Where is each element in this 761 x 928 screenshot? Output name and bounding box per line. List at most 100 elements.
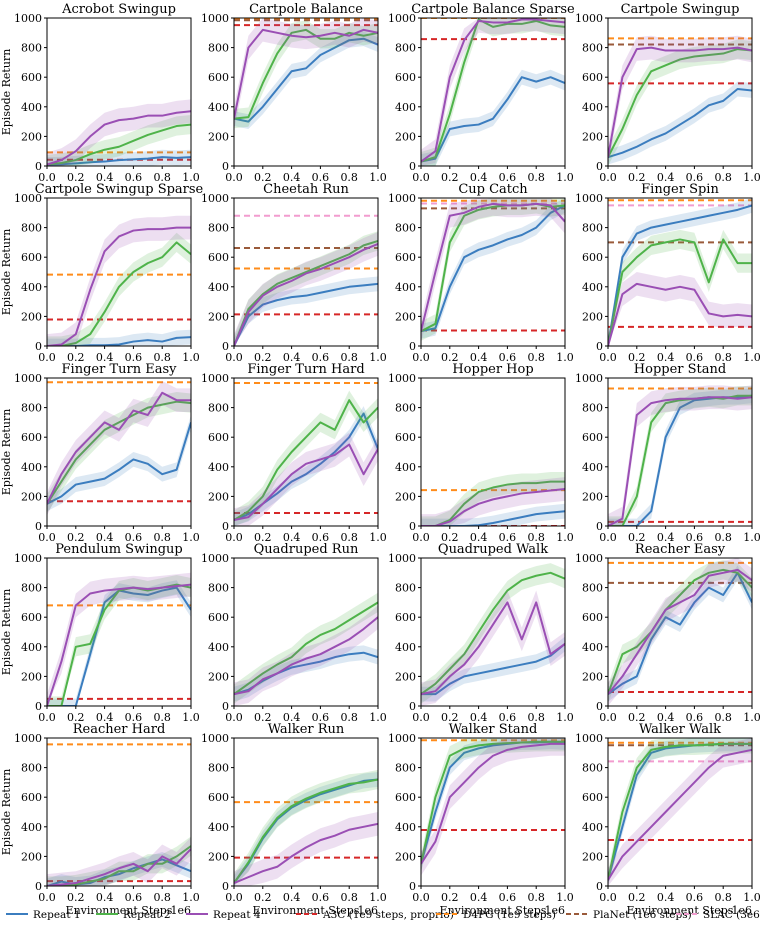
x-tick-label: 0.4 (283, 711, 301, 724)
series-line-repeat-4 (421, 601, 565, 696)
band-repeat-2 (608, 39, 752, 166)
y-tick-label: 200 (395, 310, 416, 323)
x-tick-label: 1.0 (182, 351, 200, 364)
y-tick-label: 200 (21, 670, 42, 683)
series-line-repeat-1 (47, 422, 191, 505)
plot-area (421, 198, 565, 344)
subplot-walker-stand: Walker Stand 0 200 400 600 800 1000 0.0 0.2 0.4 0.… (388, 722, 574, 917)
y-tick-label: 200 (21, 850, 42, 863)
band-repeat-2 (47, 836, 191, 886)
y-tick-label: 200 (208, 850, 229, 863)
y-tick-label: 600 (208, 611, 229, 624)
y-tick-label: 800 (21, 582, 42, 595)
y-tick-label: 800 (395, 582, 416, 595)
y-tick-label: 200 (208, 670, 229, 683)
x-scale-label: 1e6 (544, 904, 565, 917)
y-tick-label: 400 (208, 101, 229, 114)
plot-area (608, 198, 752, 346)
x-tick-label: 0.8 (527, 711, 545, 724)
series-line-repeat-2 (234, 601, 378, 695)
axes-frame (420, 377, 566, 527)
y-tick-label: 0 (35, 340, 42, 353)
subplot-finger-turn-easy: Finger Turn Easy 0 200 400 600 800 1000 0.0 0.2 0… (0, 362, 200, 544)
y-tick-label: 0 (35, 700, 42, 713)
y-tick-label: 400 (395, 641, 416, 654)
band-repeat-1 (234, 31, 378, 129)
x-axis-label: Environment Steps (66, 904, 173, 917)
x-tick-label: 0.4 (657, 171, 675, 184)
band-repeat-2 (421, 198, 565, 341)
y-tick-label: 1000 (14, 552, 42, 565)
y-tick-label: 800 (208, 762, 229, 775)
axes-frame (420, 17, 566, 167)
band-repeat-1 (608, 198, 752, 346)
y-tick-label: 800 (208, 222, 229, 235)
band-repeat-2 (47, 114, 191, 166)
legend-item-d4pg-1e9-steps: D4PG (1e9 steps) (436, 909, 556, 921)
x-tick-label: 0.6 (499, 891, 517, 904)
subplot-cartpole-swingup-sparse: Cartpole Swingup Sparse 0 200 400 600 800 1000… (0, 182, 204, 364)
series-line-repeat-1 (608, 204, 752, 346)
series-line-repeat-2 (47, 845, 191, 886)
x-tick-label: 0.4 (470, 531, 488, 544)
y-tick-label: 0 (596, 520, 603, 533)
y-tick-label: 600 (21, 431, 42, 444)
y-tick-label: 400 (21, 821, 42, 834)
axes-frame (420, 737, 566, 887)
x-tick-label: 0.6 (499, 171, 517, 184)
x-tick-label: 0.2 (628, 171, 646, 184)
x-tick-label: 0.0 (225, 531, 243, 544)
x-tick-label: 0.8 (714, 711, 732, 724)
series-line-repeat-4 (608, 568, 752, 695)
x-tick-label: 1.0 (743, 531, 761, 544)
subplot-cartpole-swingup: Cartpole Swingup 0 200 400 600 800 1000 0.0 0.2 0… (575, 2, 761, 184)
y-axis-label: Episode Return (0, 769, 13, 856)
x-tick-label: 0.4 (657, 351, 675, 364)
y-tick-label: 600 (21, 251, 42, 264)
x-tick-label: 0.0 (412, 171, 430, 184)
plot-area (608, 738, 752, 886)
series-line-repeat-4 (234, 242, 378, 346)
subplot-finger-turn-hard: Finger Turn Hard 0 200 400 600 800 1000 0.0 0.2 0… (201, 362, 387, 544)
plot-area (421, 18, 565, 166)
x-tick-label: 0.6 (499, 711, 517, 724)
legend-label: D4PG (1e9 steps) (463, 909, 556, 921)
series-line-repeat-4 (608, 396, 752, 526)
subplot-quadruped-run: Quadruped Run 0 200 400 600 800 1000 0.0 0.2 0.4 0… (201, 542, 387, 724)
legend: Repeat 1 Repeat 2 Repeat 4 A3C (1e9 steps, … (6, 909, 761, 921)
band-repeat-4 (608, 738, 752, 886)
series-line-repeat-2 (421, 740, 565, 865)
series-line-repeat-1 (608, 571, 752, 695)
subplot-cartpole-balance: Cartpole Balance 0 200 400 600 800 1000 0.0 0.2 0… (201, 2, 387, 184)
band-repeat-4 (421, 198, 565, 344)
x-tick-label: 0.4 (470, 711, 488, 724)
subplot-quadruped-walk: Quadruped Walk 0 200 400 600 800 1000 0.0 0.2 0.4… (388, 542, 574, 724)
axes-frame (46, 737, 192, 887)
x-tick-label: 0.8 (153, 531, 171, 544)
y-tick-label: 1000 (14, 372, 42, 385)
series-line-repeat-4 (421, 202, 565, 332)
band-repeat-1 (47, 415, 191, 512)
subplot-cheetah-run: Cheetah Run 0 200 400 600 800 1000 0.0 0.2 0.4 0.6… (201, 182, 387, 364)
y-tick-label: 800 (208, 42, 229, 55)
x-tick-label: 0.2 (441, 171, 459, 184)
y-tick-label: 0 (222, 520, 229, 533)
x-tick-label: 0.0 (38, 351, 56, 364)
y-tick-label: 600 (582, 791, 603, 804)
x-tick-label: 0.4 (283, 891, 301, 904)
x-tick-label: 0.0 (38, 891, 56, 904)
x-tick-label: 0.0 (412, 891, 430, 904)
y-tick-label: 1000 (14, 192, 42, 205)
y-tick-label: 600 (208, 791, 229, 804)
y-tick-label: 0 (409, 160, 416, 173)
x-tick-label: 0.8 (340, 891, 358, 904)
axes-frame (607, 197, 753, 347)
x-tick-label: 0.4 (470, 351, 488, 364)
y-tick-label: 800 (208, 582, 229, 595)
y-tick-label: 400 (582, 641, 603, 654)
y-tick-label: 1000 (201, 552, 229, 565)
y-tick-label: 400 (208, 821, 229, 834)
x-tick-label: 0.4 (96, 531, 114, 544)
subplot-cup-catch: Cup Catch 0 200 400 600 800 1000 0.0 0.2 0.4 0.6 0.… (388, 182, 574, 364)
x-tick-label: 0.0 (38, 531, 56, 544)
